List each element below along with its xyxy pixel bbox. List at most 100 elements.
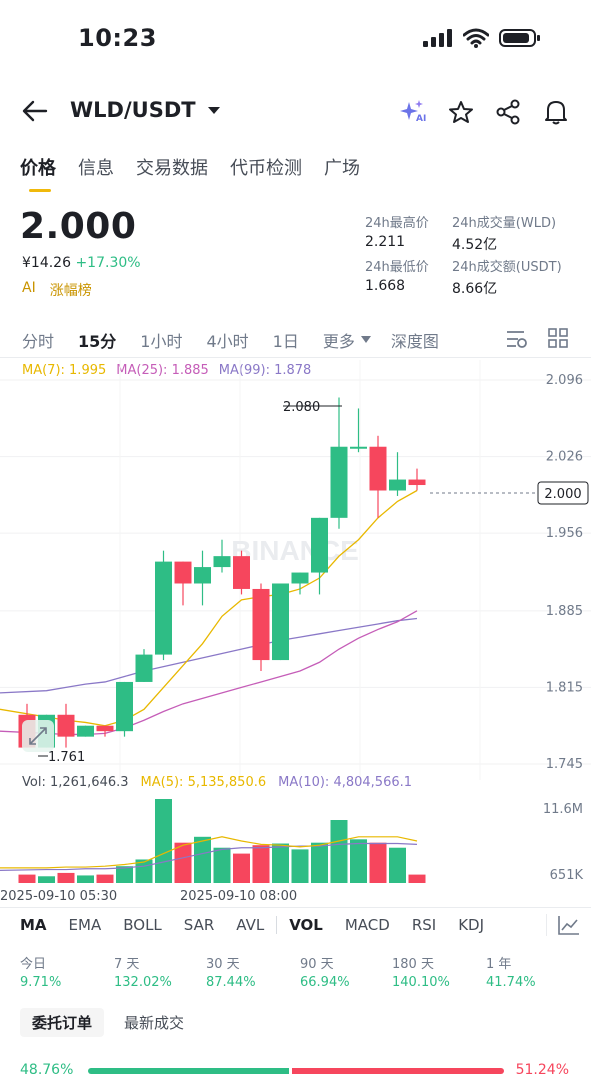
perf-item: 90 天 66.94% <box>300 953 350 990</box>
last-price: 2.000 <box>20 206 137 247</box>
candle <box>330 397 348 529</box>
pair-title[interactable]: WLD/USDT <box>70 98 196 122</box>
volume-bar <box>311 842 328 883</box>
share-icon[interactable] <box>495 99 521 125</box>
volume-bar <box>272 843 289 883</box>
tab-latest-trades[interactable]: 最新成交 <box>124 1014 185 1032</box>
stat-vol-value: 4.52亿 <box>452 237 498 253</box>
volume-bar <box>96 874 114 883</box>
volume-bar <box>155 799 172 883</box>
indicator-settings-icon[interactable] <box>558 915 580 935</box>
candle-body <box>291 572 309 584</box>
candle-body <box>77 725 94 737</box>
stat-low-value: 1.668 <box>365 278 406 294</box>
perf-item: 30 天 87.44% <box>206 953 256 990</box>
stat-high-value: 2.211 <box>365 234 406 250</box>
candle <box>233 550 250 595</box>
interval-tab-4h[interactable]: 4小时 <box>206 332 249 351</box>
indicator-rsi[interactable]: RSI <box>411 916 437 934</box>
watermark: BINANCE <box>231 535 359 566</box>
order-tabs: 委托订单 最新成交 <box>20 1008 204 1037</box>
interval-tab-depth[interactable]: 深度图 <box>390 332 439 351</box>
expand-button[interactable] <box>22 720 54 752</box>
interval-tab-more[interactable]: 更多 <box>322 332 355 351</box>
candle <box>57 703 75 748</box>
caret-down-icon[interactable] <box>207 106 221 116</box>
candle-body <box>194 567 211 584</box>
indicator-kdj[interactable]: KDJ <box>458 916 485 934</box>
candle-body <box>369 446 387 491</box>
indicator-avl[interactable]: AVL <box>236 916 265 934</box>
perf-item: 1 年 41.74% <box>486 953 536 990</box>
volume-bar <box>77 875 94 883</box>
stat-high-label: 24h最高价 <box>365 216 429 231</box>
ma7-label: MA(7): 1.995 <box>22 363 107 378</box>
candle <box>369 435 387 518</box>
star-icon[interactable] <box>448 100 474 124</box>
layout-grid-icon[interactable] <box>548 328 568 348</box>
candle <box>174 561 192 606</box>
bell-icon[interactable] <box>543 98 569 126</box>
interval-tab-line[interactable]: 分时 <box>22 332 55 351</box>
candle-body <box>57 714 75 737</box>
status-icons <box>423 28 541 48</box>
candle <box>213 539 231 573</box>
x-label-1: 2025-09-10 08:00 <box>180 889 298 904</box>
current-price-label: 2.000 <box>544 487 581 502</box>
candle-body <box>252 588 270 661</box>
volume-bar <box>350 839 367 883</box>
vol-label: Vol: 1,261,646.3 <box>22 775 129 790</box>
indicator-ma[interactable]: MA <box>20 916 47 934</box>
divider <box>546 914 547 936</box>
indicator-vol[interactable]: VOL <box>289 916 323 934</box>
ma99-line <box>0 617 418 694</box>
expand-icon <box>29 727 47 745</box>
ma25-label: MA(25): 1.885 <box>116 363 209 378</box>
interval-tab-15m[interactable]: 15分 <box>78 332 117 351</box>
stat-vol-label: 24h成交量(WLD) <box>452 216 557 231</box>
indicator-boll[interactable]: BOLL <box>123 916 162 934</box>
volume-bar <box>213 847 231 883</box>
tab-price[interactable]: 价格 <box>20 158 56 179</box>
perf-label: 7 天 <box>114 957 140 972</box>
tab-trading-data[interactable]: 交易数据 <box>136 158 208 179</box>
candle <box>96 725 114 737</box>
chart-settings-icon[interactable] <box>506 329 528 349</box>
arrow-left-icon[interactable] <box>22 100 48 122</box>
ma99-label: MA(99): 1.878 <box>218 363 312 378</box>
tab-info[interactable]: 信息 <box>78 158 114 179</box>
indicator-macd[interactable]: MACD <box>344 916 390 934</box>
candle-body <box>116 681 133 732</box>
candle-body <box>311 517 328 573</box>
interval-tab-1d[interactable]: 1日 <box>272 332 299 351</box>
ai-sparkle-icon <box>400 100 423 120</box>
y-axis-label: 1.885 <box>546 604 583 619</box>
candle <box>252 583 270 672</box>
volume-bar <box>330 820 348 883</box>
perf-label: 90 天 <box>300 957 334 972</box>
y-axis: 2.096 2.026 1.956 1.885 1.815 1.745 <box>546 373 583 772</box>
indicator-tabs: MA EMA BOLL SAR AVL VOL MACD RSI KDJ <box>20 916 506 934</box>
divider <box>0 907 591 908</box>
ma7-line <box>0 489 418 727</box>
candlestick-chart[interactable]: BINANCE 2.000 2.096 2.026 1.956 1.885 1.815 1… <box>0 360 591 780</box>
perf-item: 7 天 132.02% <box>114 953 172 990</box>
volume-bar <box>291 849 309 883</box>
candle-body <box>155 561 172 655</box>
tab-square[interactable]: 广场 <box>324 158 360 179</box>
indicator-sar[interactable]: SAR <box>183 916 215 934</box>
tab-order-book[interactable]: 委托订单 <box>20 1008 105 1037</box>
ai-row[interactable]: AI 涨幅榜 <box>22 280 92 300</box>
rank-label[interactable]: 涨幅榜 <box>49 283 92 299</box>
candle <box>155 550 172 661</box>
tab-token-check[interactable]: 代币检测 <box>230 158 302 179</box>
indicator-ema[interactable]: EMA <box>68 916 102 934</box>
current-price-box <box>537 481 589 505</box>
status-time: 10:23 <box>78 24 157 52</box>
vol-ma10-label: MA(10): 4,804,566.1 <box>278 775 413 790</box>
interval-tab-1h[interactable]: 1小时 <box>140 332 183 351</box>
candle <box>116 681 133 737</box>
stat-amount-value: 8.66亿 <box>452 281 498 297</box>
perf-value: 87.44% <box>206 975 256 990</box>
ai-sparkle-button[interactable]: AI <box>398 98 428 132</box>
